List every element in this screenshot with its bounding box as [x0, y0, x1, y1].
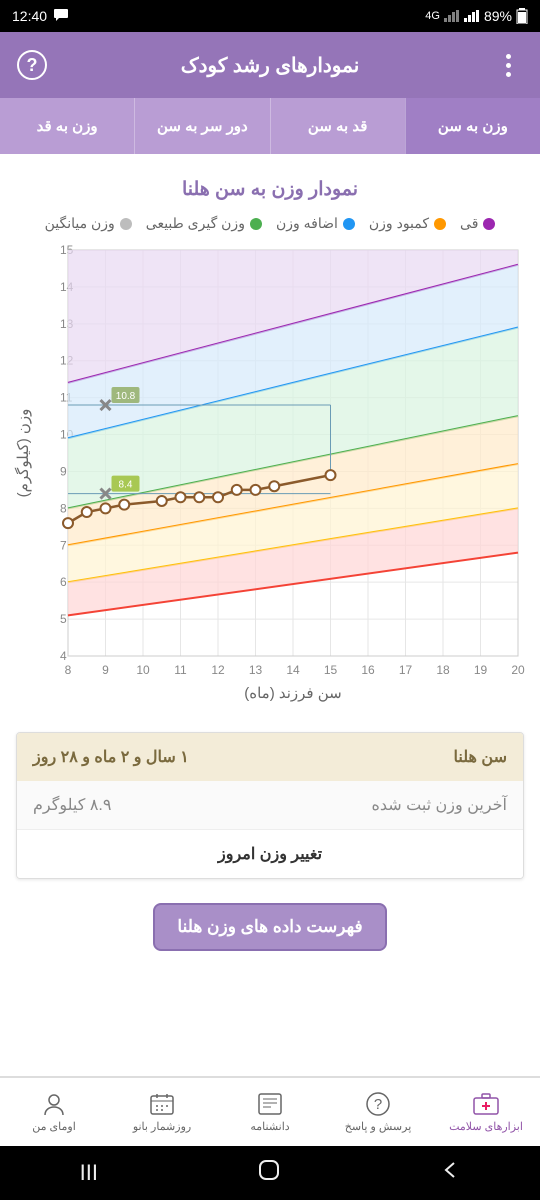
nav-calendar[interactable]: روزشمار بانو [108, 1078, 216, 1146]
recent-apps-button[interactable]: III [80, 1160, 98, 1186]
svg-text:8: 8 [60, 501, 67, 515]
bottom-nav: ابزارهای سلامت ? پرسش و پاسخ دانشنامه رو… [0, 1076, 540, 1146]
tab-height-age[interactable]: قد به سن [270, 98, 405, 154]
svg-text:7: 7 [60, 538, 67, 552]
svg-text:12: 12 [211, 663, 225, 677]
svg-text:وزن (کیلوگرم): وزن (کیلوگرم) [14, 409, 32, 498]
svg-text:?: ? [374, 1096, 382, 1113]
svg-text:19: 19 [474, 663, 488, 677]
svg-text:6: 6 [60, 575, 67, 589]
nav-health-tools[interactable]: ابزارهای سلامت [432, 1078, 540, 1146]
svg-text:4: 4 [60, 649, 67, 663]
chat-icon [53, 8, 69, 25]
tab-weight-age[interactable]: وزن به سن [405, 98, 540, 154]
dots-vertical-icon [506, 54, 511, 77]
app-header: نمودارهای رشد کودک ? [0, 32, 540, 98]
weight-value: ۸.۹ کیلوگرم [33, 795, 111, 815]
svg-text:15: 15 [324, 663, 338, 677]
info-age-row: سن هلنا ۱ سال و ۲ ماه و ۲۸ روز [17, 733, 523, 781]
change-weight-button[interactable]: تغییر وزن امروز [17, 829, 523, 878]
nav-qa[interactable]: ? پرسش و پاسخ [324, 1078, 432, 1146]
chart-title: نمودار وزن به سن هلنا [12, 178, 528, 201]
svg-text:10: 10 [136, 663, 150, 677]
nav-encyclopedia[interactable]: دانشنامه [216, 1078, 324, 1146]
battery-icon [516, 8, 528, 24]
svg-text:16: 16 [361, 663, 375, 677]
news-icon [255, 1091, 285, 1117]
android-nav: III [0, 1146, 540, 1200]
svg-text:9: 9 [60, 464, 67, 478]
page-title: نمودارهای رشد کودک [48, 53, 492, 78]
signal-icon [444, 10, 460, 22]
tab-head-age[interactable]: دور سر به سن [134, 98, 269, 154]
age-value: ۱ سال و ۲ ماه و ۲۸ روز [33, 747, 189, 767]
tab-bar: وزن به سن قد به سن دور سر به سن وزن به ق… [0, 98, 540, 154]
network-icon: 4G [425, 10, 440, 22]
svg-text:سن فرزند (ماه): سن فرزند (ماه) [244, 685, 342, 702]
svg-text:13: 13 [249, 663, 263, 677]
help-icon: ? [17, 50, 47, 80]
home-button[interactable] [257, 1158, 281, 1188]
legend-item: قی [460, 215, 495, 232]
chart-legend: قی کمبود وزن اضافه وزن وزن گیری طبیعی وزن می… [12, 215, 528, 232]
question-icon: ? [363, 1091, 393, 1117]
battery-text: 89% [484, 8, 512, 24]
svg-text:18: 18 [436, 663, 450, 677]
menu-button[interactable] [492, 49, 524, 81]
growth-chart: 8910111213141516171819204567891011121314… [12, 240, 528, 712]
legend-item: کمبود وزن [369, 215, 446, 232]
status-time: 12:40 [12, 8, 47, 24]
svg-text:9: 9 [102, 663, 109, 677]
calendar-icon [147, 1091, 177, 1117]
nav-profile[interactable]: اومای من [0, 1078, 108, 1146]
info-card: سن هلنا ۱ سال و ۲ ماه و ۲۸ روز آخرین وزن… [16, 732, 524, 879]
profile-icon [39, 1091, 69, 1117]
svg-text:5: 5 [60, 612, 67, 626]
back-button[interactable] [440, 1160, 460, 1186]
svg-text:17: 17 [399, 663, 413, 677]
legend-item: وزن میانگین [45, 215, 132, 232]
data-list-button[interactable]: فهرست داده های وزن هلنا [153, 903, 386, 951]
medkit-icon [471, 1091, 501, 1117]
legend-item: اضافه وزن [276, 215, 355, 232]
svg-text:11: 11 [174, 663, 187, 677]
status-bar: 12:40 4G 89% [0, 0, 540, 32]
signal-icon-2 [464, 10, 480, 22]
help-button[interactable]: ? [16, 49, 48, 81]
legend-item: وزن گیری طبیعی [146, 215, 262, 232]
age-label: سن هلنا [454, 747, 507, 767]
svg-text:14: 14 [286, 663, 300, 677]
svg-text:8: 8 [65, 663, 72, 677]
tab-weight-height[interactable]: وزن به قد [0, 98, 134, 154]
info-weight-row: آخرین وزن ثبت شده ۸.۹ کیلوگرم [17, 781, 523, 829]
svg-text:10.8: 10.8 [116, 391, 136, 402]
svg-text:8.4: 8.4 [119, 480, 133, 491]
weight-label: آخرین وزن ثبت شده [371, 795, 507, 815]
svg-text:20: 20 [511, 663, 525, 677]
